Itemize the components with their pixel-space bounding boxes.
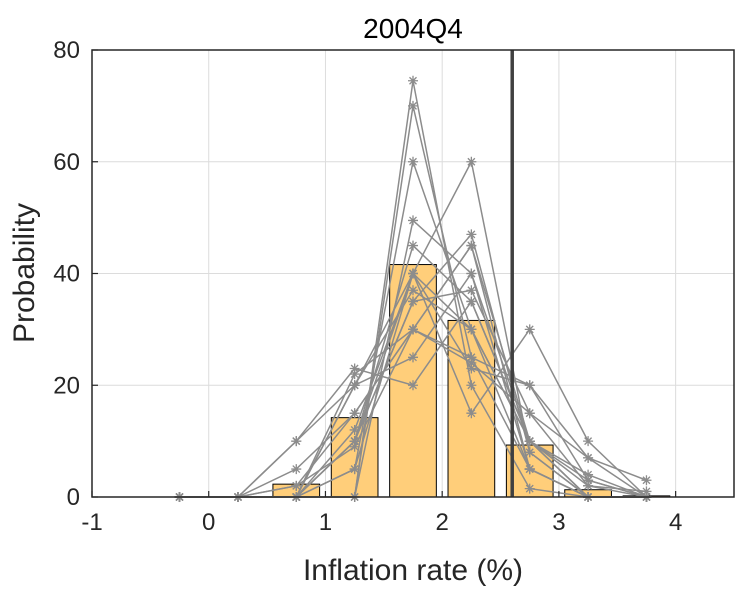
series-4-marker-4 [408, 240, 418, 251]
series-17-marker-4 [408, 296, 418, 307]
y-tick-label-1: 20 [53, 372, 80, 399]
chart-title: 2004Q4 [363, 13, 463, 44]
series-0-marker-4 [408, 75, 418, 86]
series-17-marker-6 [524, 408, 535, 419]
x-tick-label-4: 3 [552, 509, 565, 536]
series-13-marker-7 [583, 469, 594, 480]
series-14-marker-2 [291, 480, 302, 491]
series-11-marker-3 [349, 369, 360, 380]
series-14-marker-5 [466, 357, 477, 368]
x-axis-label: Inflation rate (%) [303, 554, 523, 587]
series-15-marker-5 [466, 408, 477, 419]
series-16-marker-6 [524, 380, 535, 391]
x-tick-label-2: 1 [319, 509, 332, 536]
series-9-marker-4 [408, 352, 418, 363]
x-tick-label-3: 2 [436, 509, 449, 536]
series-17-marker-5 [466, 285, 477, 296]
series-0-marker-6 [524, 483, 535, 494]
series-16-marker-7 [583, 452, 594, 463]
series-16-marker-4 [408, 268, 418, 279]
series-14-marker-8 [641, 475, 652, 486]
series-0-marker-5 [466, 380, 477, 391]
x-tick-label-5: 4 [669, 509, 682, 536]
series-13-marker-5 [466, 240, 477, 251]
series-12-marker-5 [466, 156, 477, 167]
series-15-marker-3 [349, 464, 360, 475]
series-2-marker-4 [408, 156, 418, 167]
series-16-marker-5 [466, 363, 477, 374]
series-7-marker-5 [466, 229, 477, 240]
series-10-marker-2 [291, 436, 302, 447]
series-17-marker-7 [583, 480, 594, 491]
series-17-marker-3 [349, 436, 360, 447]
series-17-marker-8 [641, 486, 652, 497]
y-axis-label: Probability [8, 203, 41, 343]
series-11-marker-7 [583, 475, 594, 486]
series-14-marker-3 [349, 408, 360, 419]
y-tick-label-4: 80 [53, 37, 80, 64]
series-8-marker-2 [291, 464, 302, 475]
y-tick-label-2: 40 [53, 261, 80, 288]
series-15-marker-7 [583, 436, 594, 447]
series-3-marker-4 [408, 215, 418, 226]
series-13-marker-6 [524, 436, 535, 447]
series-10-marker-4 [408, 380, 418, 391]
series-1-marker-4 [408, 100, 418, 111]
series-10-marker-3 [349, 363, 360, 374]
y-tick-label-3: 60 [53, 149, 80, 176]
series-10-marker-5 [466, 296, 477, 307]
x-tick-label-0: -1 [81, 509, 102, 536]
series-9-marker-5 [466, 268, 477, 279]
series-12-marker-6 [524, 447, 535, 458]
series-13-marker-3 [349, 441, 360, 452]
x-ticks: -1 0 1 2 3 4 [81, 491, 682, 536]
y-tick-label-0: 0 [67, 484, 80, 511]
series-6-marker-4 [408, 285, 418, 296]
series-14-marker-4 [408, 324, 418, 335]
series-15-marker-6 [524, 324, 535, 335]
series-9-marker-3 [349, 380, 360, 391]
series-9-marker-6 [524, 464, 535, 475]
x-tick-label-1: 0 [202, 509, 215, 536]
y-ticks: 0 20 40 60 80 [53, 37, 98, 511]
series-12-marker-3 [349, 424, 360, 435]
series-11-marker-5 [466, 352, 477, 363]
series-6-marker-5 [466, 324, 477, 335]
